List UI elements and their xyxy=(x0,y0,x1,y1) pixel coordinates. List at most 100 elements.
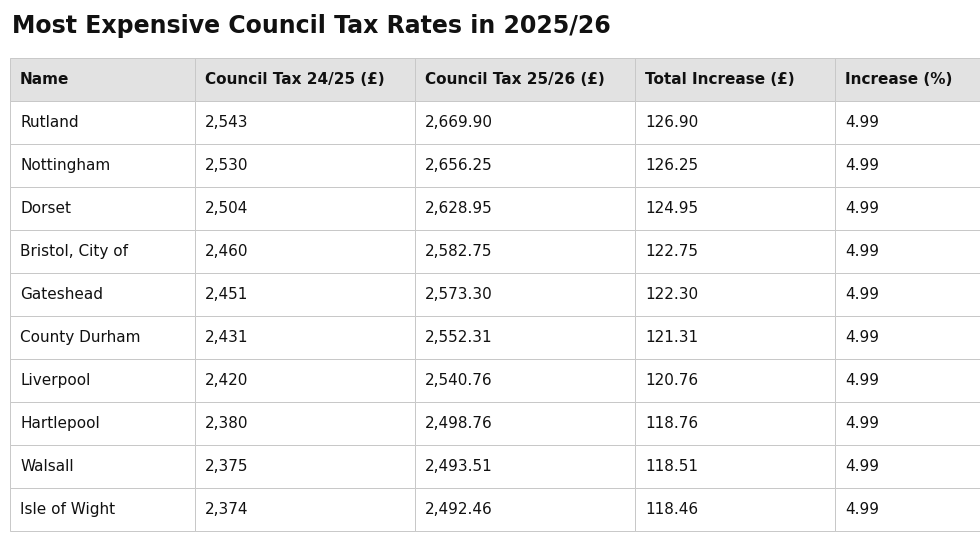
Text: Most Expensive Council Tax Rates in 2025/26: Most Expensive Council Tax Rates in 2025… xyxy=(12,14,611,38)
Text: Bristol, City of: Bristol, City of xyxy=(20,244,128,259)
Bar xyxy=(635,273,835,316)
Bar xyxy=(195,316,415,359)
Bar xyxy=(415,316,635,359)
Text: Dorset: Dorset xyxy=(20,201,71,216)
Bar xyxy=(835,359,980,402)
Bar xyxy=(635,58,835,101)
Text: 2,451: 2,451 xyxy=(205,287,248,302)
Text: 2,380: 2,380 xyxy=(205,416,249,431)
Bar xyxy=(195,273,415,316)
Text: 2,374: 2,374 xyxy=(205,502,249,517)
Bar xyxy=(635,402,835,445)
Bar xyxy=(835,445,980,488)
Text: 4.99: 4.99 xyxy=(845,330,879,345)
Bar xyxy=(10,58,195,101)
Text: 2,493.51: 2,493.51 xyxy=(425,459,493,474)
Text: Council Tax 24/25 (£): Council Tax 24/25 (£) xyxy=(205,72,384,87)
Text: 4.99: 4.99 xyxy=(845,373,879,388)
Bar xyxy=(635,101,835,144)
Bar xyxy=(415,230,635,273)
Text: Liverpool: Liverpool xyxy=(20,373,90,388)
Bar xyxy=(835,58,980,101)
Text: 2,552.31: 2,552.31 xyxy=(425,330,493,345)
Text: Increase (%): Increase (%) xyxy=(845,72,953,87)
Text: Walsall: Walsall xyxy=(20,459,74,474)
Bar xyxy=(835,402,980,445)
Bar xyxy=(415,144,635,187)
Text: 2,492.46: 2,492.46 xyxy=(425,502,493,517)
Text: 2,669.90: 2,669.90 xyxy=(425,115,493,130)
Bar xyxy=(835,187,980,230)
Text: 118.46: 118.46 xyxy=(645,502,698,517)
Bar xyxy=(835,316,980,359)
Bar xyxy=(195,230,415,273)
Bar xyxy=(415,359,635,402)
Text: 2,582.75: 2,582.75 xyxy=(425,244,493,259)
Bar xyxy=(10,402,195,445)
Text: 2,540.76: 2,540.76 xyxy=(425,373,493,388)
Text: 4.99: 4.99 xyxy=(845,502,879,517)
Bar xyxy=(635,144,835,187)
Bar xyxy=(195,144,415,187)
Bar xyxy=(195,101,415,144)
Text: 2,420: 2,420 xyxy=(205,373,248,388)
Bar xyxy=(415,187,635,230)
Bar xyxy=(195,187,415,230)
Bar xyxy=(10,230,195,273)
Bar xyxy=(835,273,980,316)
Bar xyxy=(835,488,980,531)
Text: Name: Name xyxy=(20,72,70,87)
Bar xyxy=(10,488,195,531)
Text: 2,573.30: 2,573.30 xyxy=(425,287,493,302)
Text: 4.99: 4.99 xyxy=(845,416,879,431)
Text: 2,431: 2,431 xyxy=(205,330,249,345)
Bar xyxy=(10,445,195,488)
Bar xyxy=(635,359,835,402)
Bar xyxy=(635,316,835,359)
Text: 2,628.95: 2,628.95 xyxy=(425,201,493,216)
Text: Rutland: Rutland xyxy=(20,115,78,130)
Text: 4.99: 4.99 xyxy=(845,115,879,130)
Bar xyxy=(10,101,195,144)
Bar xyxy=(635,187,835,230)
Text: Isle of Wight: Isle of Wight xyxy=(20,502,115,517)
Bar xyxy=(10,359,195,402)
Text: 118.51: 118.51 xyxy=(645,459,698,474)
Bar xyxy=(10,273,195,316)
Text: Gateshead: Gateshead xyxy=(20,287,103,302)
Text: 2,504: 2,504 xyxy=(205,201,248,216)
Text: 4.99: 4.99 xyxy=(845,459,879,474)
Bar xyxy=(415,101,635,144)
Text: County Durham: County Durham xyxy=(20,330,140,345)
Bar xyxy=(635,230,835,273)
Text: 4.99: 4.99 xyxy=(845,287,879,302)
Text: 2,460: 2,460 xyxy=(205,244,249,259)
Text: 118.76: 118.76 xyxy=(645,416,698,431)
Bar xyxy=(10,187,195,230)
Bar xyxy=(10,144,195,187)
Bar xyxy=(10,316,195,359)
Text: 2,656.25: 2,656.25 xyxy=(425,158,493,173)
Text: 122.75: 122.75 xyxy=(645,244,698,259)
Bar xyxy=(635,445,835,488)
Text: 126.25: 126.25 xyxy=(645,158,698,173)
Bar xyxy=(195,58,415,101)
Text: 2,498.76: 2,498.76 xyxy=(425,416,493,431)
Bar xyxy=(195,402,415,445)
Text: 121.31: 121.31 xyxy=(645,330,698,345)
Text: 122.30: 122.30 xyxy=(645,287,698,302)
Text: Total Increase (£): Total Increase (£) xyxy=(645,72,795,87)
Text: 2,530: 2,530 xyxy=(205,158,249,173)
Text: 4.99: 4.99 xyxy=(845,158,879,173)
Text: 2,375: 2,375 xyxy=(205,459,249,474)
Text: Nottingham: Nottingham xyxy=(20,158,110,173)
Text: 126.90: 126.90 xyxy=(645,115,698,130)
Bar xyxy=(415,445,635,488)
Bar xyxy=(415,488,635,531)
Text: Hartlepool: Hartlepool xyxy=(20,416,100,431)
Bar xyxy=(415,402,635,445)
Bar xyxy=(835,144,980,187)
Bar xyxy=(415,58,635,101)
Bar xyxy=(835,230,980,273)
Text: Council Tax 25/26 (£): Council Tax 25/26 (£) xyxy=(425,72,605,87)
